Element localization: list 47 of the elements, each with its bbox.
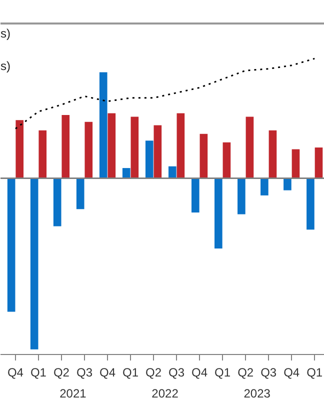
bar [122, 168, 130, 178]
bar [76, 178, 84, 210]
text: s) [0, 26, 10, 41]
bar [314, 148, 323, 178]
bar [30, 178, 38, 350]
bar [154, 125, 162, 178]
x-tick-label: Q1 [122, 366, 139, 380]
bar [292, 149, 300, 178]
bar [168, 166, 176, 178]
bar [214, 178, 222, 248]
x-tick-label: Q1 [214, 366, 231, 380]
annotation: s) [0, 58, 10, 73]
text: 2021 [60, 386, 87, 400]
bar [108, 113, 116, 178]
bar [200, 134, 208, 178]
x-tick-label: Q2 [53, 366, 70, 380]
x-tick-label: Q3 [76, 366, 93, 380]
bar [246, 116, 254, 178]
bar [238, 178, 246, 214]
text: 2022 [152, 386, 179, 400]
bar [268, 130, 277, 178]
bar [84, 122, 93, 178]
bar [284, 178, 292, 190]
bar [7, 178, 16, 312]
bar [176, 113, 185, 178]
x-tick-label: Q1 [30, 366, 47, 380]
bar [99, 72, 108, 178]
bar [38, 130, 47, 178]
x-tick-label: Q4 [100, 366, 116, 380]
bar [62, 115, 70, 178]
x-tick-label: Q2 [238, 366, 254, 380]
x-tick-label: Q2 [146, 366, 162, 380]
bar [191, 178, 200, 213]
bar [260, 178, 268, 196]
bar [53, 178, 62, 226]
x-tick-label: Q4 [7, 366, 24, 380]
text: 2023 [244, 386, 271, 400]
x-tick-label: Q3 [168, 366, 185, 380]
bar [222, 142, 231, 178]
bar [16, 120, 24, 178]
bar [130, 116, 139, 178]
x-tick-label: Q4 [192, 366, 208, 380]
x-tick-label: Q3 [260, 366, 277, 380]
bar [306, 178, 314, 230]
x-tick-label: Q4 [284, 366, 300, 380]
bar [145, 140, 154, 178]
x-tick-label: Q1 [306, 366, 323, 380]
